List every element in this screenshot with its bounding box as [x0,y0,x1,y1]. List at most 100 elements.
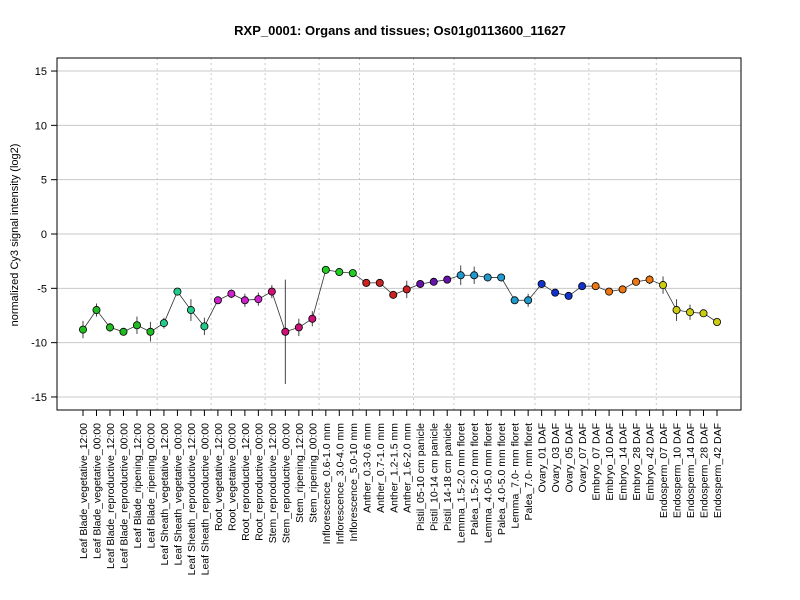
data-point [524,296,533,305]
y-tick-label: -10 [31,338,47,350]
data-point [213,296,222,305]
x-tick-label: Pistil_14-18 cm panicle [442,423,454,531]
data-point [200,322,209,331]
data-point [227,289,236,298]
x-tick-label: Leaf Sheath_reproductive_12:00 [186,423,198,576]
x-tick-label: Ovary_01 DAF [537,423,549,492]
data-point [186,306,195,315]
data-point [416,279,425,288]
data-point [686,308,695,317]
x-tick-label: Endosperm_14 DAF [685,423,697,518]
x-tick-label: Lemma_4.0-5.0 mm floret [483,423,495,543]
x-tick-label: Leaf Blade_vegetative_12:00 [78,423,90,559]
x-tick-label: Embryo_42 DAF [645,423,657,501]
x-tick-label: Palea_4.0-5.0 mm floret [496,423,508,535]
data-point [281,327,290,336]
x-tick-label: Anther_1.6-2.0 mm [402,423,414,513]
x-tick-label: Ovary_05 DAF [564,423,576,492]
data-point [267,287,276,296]
x-tick-label: Lemma_7.0- mm floret [510,423,522,529]
data-point [402,285,411,294]
y-tick-label: -15 [31,392,47,404]
x-tick-label: Root_vegetative_00:00 [226,423,238,531]
x-axis: Leaf Blade_vegetative_12:00 Leaf Blade_ve… [78,410,724,575]
x-tick-label: Anther_0.3-0.6 mm [361,423,373,513]
x-tick-label: Leaf Blade_ripening_00:00 [145,423,157,549]
x-tick-label: Stem_ripening_12:00 [294,423,306,523]
x-tick-label: Embryo_14 DAF [618,423,630,501]
x-tick-label: Endosperm_28 DAF [699,423,711,518]
series-plot [79,265,722,384]
x-tick-label: Endosperm_42 DAF [712,423,724,518]
plot-frame [56,57,742,411]
x-tick-label: Leaf Blade_ripening_12:00 [132,423,144,549]
data-point [497,273,506,282]
data-point [254,295,263,304]
x-tick-label: Embryo_07 DAF [591,423,603,501]
x-tick-label: Lemma_1.5-2.0 mm floret [456,423,468,543]
x-tick-label: Inflorescence_0.6-1.0 mm [321,423,333,545]
y-axis-label: normalized Cy3 signal intensity (log2) [9,144,21,327]
y-axis: -15 -10 -5 0 5 10 15 [31,66,57,404]
data-point [119,327,128,336]
data-point [699,309,708,318]
x-tick-label: Leaf Sheath_vegetative_00:00 [172,423,184,566]
data-point [321,265,330,274]
y-tick-label: -5 [37,283,47,295]
x-tick-label: Leaf Sheath_reproductive_00:00 [199,423,211,576]
x-tick-label: Stem_reproductive_12:00 [267,423,279,543]
data-point [645,275,654,284]
data-point [159,319,168,328]
x-tick-label: Stem_ripening_00:00 [307,423,319,523]
x-tick-label: Leaf Blade_reproductive_00:00 [118,423,130,569]
y-tick-label: 15 [35,66,47,78]
data-point [240,296,249,305]
data-point [146,327,155,336]
x-tick-label: Embryo_28 DAF [631,423,643,501]
y-tick-label: 0 [41,229,47,241]
data-point [618,285,627,294]
data-point [389,290,398,299]
x-tick-label: Inflorescence_5.0-10 mm [348,423,360,542]
data-point [92,306,101,315]
data-point [470,271,479,280]
x-tick-label: Palea_7.0- mm floret [523,423,535,521]
x-tick-label: Leaf Blade_vegetative_00:00 [91,423,103,559]
group-separators [156,58,657,410]
data-point [672,306,681,315]
data-point [713,317,722,326]
data-point [362,278,371,287]
x-tick-label: Root_vegetative_12:00 [213,423,225,531]
data-point [456,271,465,280]
series-line [82,269,718,333]
x-tick-label: Ovary_03 DAF [550,423,562,492]
data-point [173,287,182,296]
data-point [591,282,600,291]
x-tick-label: Leaf Blade_reproductive_12:00 [105,423,117,569]
data-point [132,321,141,330]
x-tick-label: Ovary_07 DAF [577,423,589,492]
data-point [105,323,114,332]
x-tick-label: Endosperm_07 DAF [658,423,670,518]
x-tick-label: Embryo_10 DAF [604,423,616,501]
data-point [335,268,344,277]
x-tick-label: Endosperm_10 DAF [672,423,684,518]
x-tick-label: Leaf Sheath_vegetative_12:00 [159,423,171,566]
data-point [632,277,641,286]
data-point [308,314,317,323]
data-point [551,288,560,297]
data-point [375,278,384,287]
x-tick-label: Anther_1.2-1.5 mm [388,423,400,513]
data-point [564,291,573,300]
data-point [537,279,546,288]
x-tick-label: Root_reproductive_12:00 [240,423,252,541]
x-tick-label: Palea_1.5-2.0 mm floret [469,423,481,535]
x-tick-label: Root_reproductive_00:00 [253,423,265,541]
x-tick-label: Stem_reproductive_00:00 [280,423,292,543]
data-point [578,282,587,291]
data-point [659,281,668,290]
x-tick-label: Anther_0.7-1.0 mm [375,423,387,513]
y-tick-label: 10 [35,120,47,132]
grid [57,70,741,398]
data-point [443,275,452,284]
